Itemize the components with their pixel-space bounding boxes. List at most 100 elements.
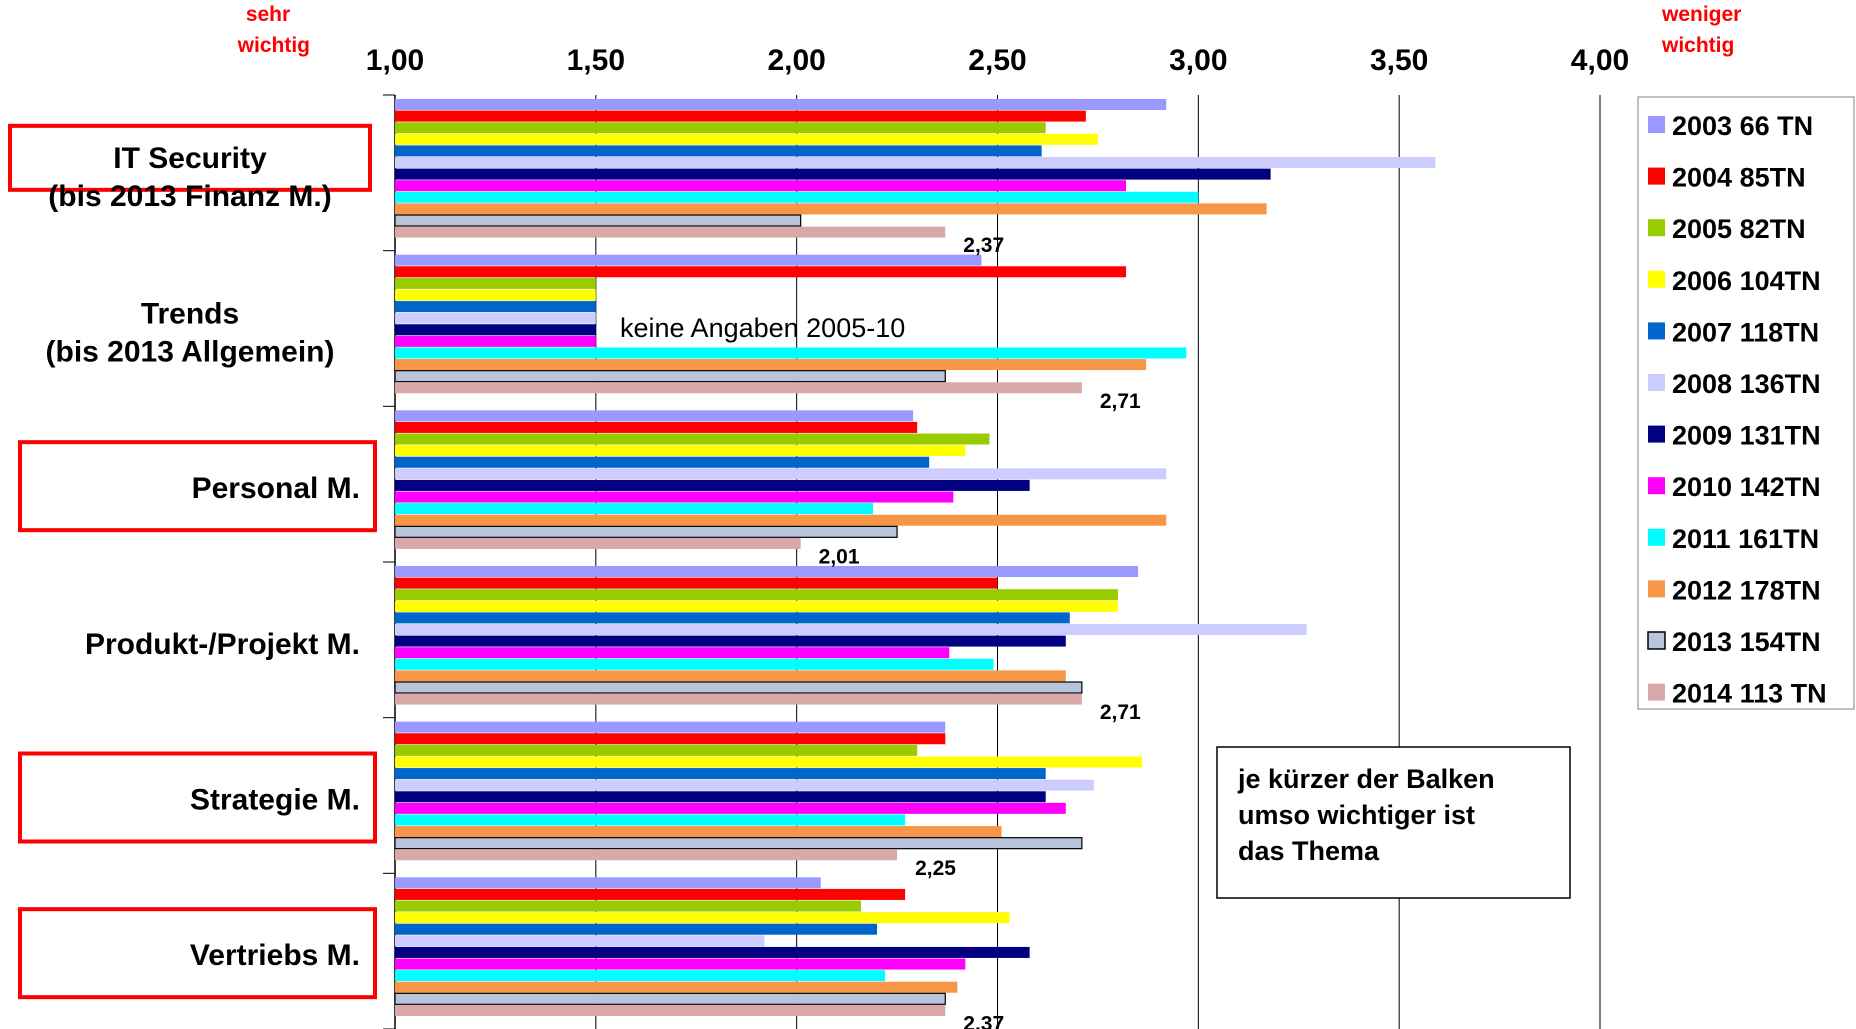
bar	[395, 324, 596, 336]
category-label: Strategie M.	[190, 784, 360, 817]
bar	[394, 681, 1083, 694]
bar	[395, 721, 946, 733]
bar	[395, 814, 906, 826]
bar	[395, 266, 1127, 278]
note-box-line2: umso wichtiger ist	[1238, 800, 1475, 830]
legend-swatch	[1648, 580, 1665, 598]
legend-swatch	[1648, 322, 1665, 340]
gridlines	[595, 95, 1601, 1029]
bar	[395, 168, 1271, 180]
bar	[395, 289, 596, 301]
bar	[395, 658, 994, 670]
bar	[395, 744, 918, 756]
right-axis-note-line2: wichtig	[1661, 34, 1734, 57]
x-tick-label: 2,50	[968, 44, 1026, 77]
legend-label: 2004 85TN	[1672, 163, 1806, 193]
category-label: Trends	[141, 298, 239, 331]
bar	[395, 612, 1070, 624]
bar	[395, 693, 1082, 705]
x-tick-label: 4,00	[1571, 44, 1629, 77]
bar	[395, 99, 1167, 110]
data-label: 2,25	[915, 857, 956, 880]
data-label: 2,71	[1100, 390, 1141, 413]
bar	[395, 935, 765, 947]
bar	[395, 226, 946, 238]
annotation-keine-angaben: keine Angaben 2005-10	[620, 313, 905, 343]
bar	[395, 312, 596, 324]
bar	[395, 133, 1098, 145]
legend-label: 2013 154TN	[1672, 627, 1821, 657]
category-label: IT Security	[113, 142, 267, 175]
bar	[395, 145, 1042, 157]
bar	[394, 992, 946, 1005]
bar	[394, 370, 946, 383]
data-label: 2,37	[963, 234, 1004, 257]
note-box: je kürzer der Balken umso wichtiger ist …	[1216, 746, 1571, 899]
bar	[395, 670, 1066, 682]
category-label: Personal M.	[192, 472, 360, 505]
left-axis-note-line1: sehr	[246, 3, 290, 26]
bar	[395, 888, 906, 900]
legend: 2003 66 TN 2004 85TN 2005 82TN 2006 104TN 20…	[1637, 96, 1855, 710]
bar	[395, 756, 1143, 768]
bar	[395, 410, 914, 422]
category-highlight-box	[18, 907, 377, 1000]
bar	[395, 912, 1010, 924]
bars	[394, 99, 1436, 1016]
category-labels: IT Security (bis 2013 Finanz M.) Trends (bi…	[8, 123, 377, 1000]
legend-label: 2008 136TN	[1672, 369, 1821, 399]
x-tick-label: 3,50	[1370, 44, 1428, 77]
data-label: 2,37	[963, 1013, 1004, 1029]
bar	[395, 277, 596, 289]
note-box-line1: je kürzer der Balken	[1237, 764, 1495, 794]
bar	[395, 1004, 946, 1016]
bar	[395, 180, 1127, 192]
bar	[395, 970, 886, 982]
bar	[395, 514, 1167, 526]
legend-swatch	[1648, 116, 1665, 133]
legend-swatch	[1648, 219, 1665, 237]
bar	[395, 635, 1066, 647]
bar	[394, 837, 1083, 850]
bar	[395, 577, 998, 589]
bar	[395, 647, 950, 659]
bar	[395, 122, 1046, 134]
bar	[395, 768, 1046, 780]
category-label: Vertriebs M.	[190, 939, 360, 972]
bar	[395, 203, 1267, 215]
bar	[395, 802, 1066, 814]
legend-label: 2005 82TN	[1672, 214, 1806, 244]
category-highlight-box	[18, 440, 377, 533]
legend-label: 2009 131TN	[1672, 421, 1821, 451]
bar	[395, 157, 1436, 168]
bar	[395, 421, 918, 433]
legend-label: 2014 113 TN	[1672, 679, 1827, 709]
bar	[395, 110, 1086, 122]
bar	[395, 433, 990, 445]
legend-swatch	[1647, 631, 1666, 650]
legend-swatch	[1648, 425, 1665, 443]
bar	[395, 958, 966, 970]
bar	[395, 849, 898, 861]
bar	[395, 491, 954, 503]
legend-label: 2006 104TN	[1672, 266, 1821, 296]
data-label: 2,71	[1100, 701, 1141, 724]
bar	[395, 191, 1199, 203]
bar	[395, 347, 1187, 359]
bar	[395, 468, 1167, 480]
axes	[383, 94, 396, 1029]
bar	[395, 359, 1147, 371]
legend-label: 2011 161TN	[1672, 524, 1819, 554]
legend-swatch	[1648, 683, 1665, 701]
data-label: 2,01	[819, 546, 860, 569]
legend-frame	[1637, 96, 1855, 710]
x-tick-labels: 1,00 1,50 2,00 2,50 3,00 3,50 4,00	[366, 44, 1629, 77]
bar	[395, 301, 596, 313]
bar	[394, 214, 802, 227]
category-highlight-box	[18, 751, 377, 844]
bar	[395, 479, 1030, 491]
bar	[395, 624, 1307, 635]
bar	[395, 946, 1030, 958]
bar	[395, 923, 877, 935]
